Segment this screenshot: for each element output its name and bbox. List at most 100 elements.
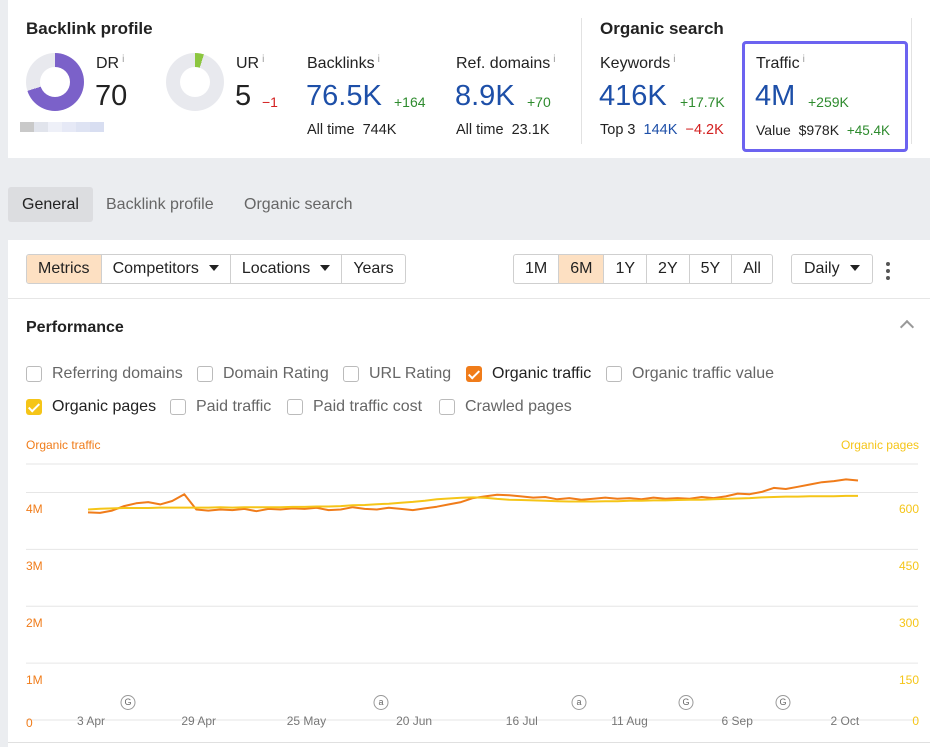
- right-axis-tick: 600: [898, 502, 919, 517]
- checkbox-icon: [606, 366, 622, 382]
- traffic-value-amount: Value $978K +45.4K: [756, 122, 890, 138]
- ref-domains-alltime: All time 23.1K: [456, 122, 550, 138]
- ref-domains-label[interactable]: Ref. domains i: [456, 54, 556, 72]
- section-divider: [911, 18, 912, 144]
- checkbox-crawled-pages[interactable]: Crawled pages: [439, 398, 572, 416]
- ref-domains-delta: +70: [527, 94, 551, 110]
- performance-panel: [8, 240, 930, 747]
- toolbar-divider: [8, 298, 930, 299]
- locations-dropdown[interactable]: Locations: [231, 255, 343, 283]
- range-1m-button[interactable]: 1M: [514, 255, 560, 283]
- range-5y-button[interactable]: 5Y: [690, 255, 733, 283]
- left-axis-tick: 3M: [26, 559, 43, 574]
- traffic-delta: +259K: [808, 94, 849, 110]
- ur-delta: −1: [262, 94, 278, 110]
- competitors-dropdown[interactable]: Competitors: [102, 255, 231, 283]
- left-axis-tick: 2M: [26, 616, 43, 631]
- ref-domains-value[interactable]: 8.9K: [455, 80, 515, 112]
- checkbox-icon: [170, 399, 186, 415]
- range-1y-button[interactable]: 1Y: [604, 255, 648, 283]
- range-all-button[interactable]: All: [743, 260, 761, 277]
- google-update-icon[interactable]: G: [678, 695, 694, 710]
- traffic-value[interactable]: 4M: [755, 80, 796, 112]
- checkbox-paid-traffic-cost[interactable]: Paid traffic cost: [287, 398, 422, 416]
- panel-bottom-divider: [8, 742, 930, 743]
- dr-value: 70: [95, 80, 128, 112]
- google-update-icon[interactable]: G: [775, 695, 791, 710]
- x-axis-tick: 25 May: [286, 714, 327, 728]
- checkbox-url-rating[interactable]: URL Rating: [343, 365, 451, 383]
- keywords-top3: Top 3 144K −4.2K: [600, 122, 724, 138]
- checkbox-paid-traffic[interactable]: Paid traffic: [170, 398, 271, 416]
- x-axis-tick: 6 Sep: [721, 714, 753, 728]
- checkbox-icon: [26, 366, 42, 382]
- x-axis-tick: 20 Jun: [396, 714, 433, 728]
- checkbox-organic-traffic-value[interactable]: Organic traffic value: [606, 365, 774, 383]
- checkbox-referring-domains[interactable]: Referring domains: [26, 365, 183, 383]
- backlink-profile-title: Backlink profile: [26, 19, 153, 38]
- checkbox-organic-pages[interactable]: Organic pages: [26, 398, 156, 416]
- keywords-label[interactable]: Keywords i: [600, 54, 676, 72]
- dr-donut-chart: [26, 53, 84, 111]
- backlinks-delta: +164: [394, 94, 426, 110]
- backlinks-value[interactable]: 76.5K: [306, 80, 382, 112]
- traffic-highlight-box: [742, 41, 908, 152]
- view-toggle-group: Metrics Competitors Locations Years: [26, 254, 406, 284]
- ur-value: 5: [235, 80, 252, 112]
- dr-history-bars: [20, 122, 104, 132]
- more-options-icon[interactable]: [886, 262, 890, 283]
- left-axis-tick: 4M: [26, 502, 43, 517]
- organic-pages-line[interactable]: [87, 494, 858, 511]
- x-axis-tick: 2 Oct: [830, 714, 860, 728]
- info-icon[interactable]: i: [673, 54, 676, 65]
- checkbox-checked-icon: [26, 399, 42, 415]
- checkbox-icon: [197, 366, 213, 382]
- annotation-icon[interactable]: a: [373, 695, 389, 710]
- info-icon[interactable]: i: [377, 54, 380, 65]
- tab-organic-search[interactable]: Organic search: [244, 196, 353, 213]
- info-icon[interactable]: i: [262, 54, 265, 65]
- tab-backlink-profile[interactable]: Backlink profile: [106, 196, 214, 213]
- backlinks-label[interactable]: Backlinks i: [307, 54, 380, 72]
- checkbox-checked-icon: [466, 366, 482, 382]
- section-divider: [581, 18, 582, 144]
- summary-card: [8, 0, 930, 158]
- keywords-value[interactable]: 416K: [599, 80, 667, 112]
- checkbox-domain-rating[interactable]: Domain Rating: [197, 365, 329, 383]
- backlinks-alltime: All time 744K: [307, 122, 397, 138]
- info-icon[interactable]: i: [122, 54, 125, 65]
- annotation-icon[interactable]: a: [571, 695, 587, 710]
- x-axis-tick: 11 Aug: [611, 714, 648, 728]
- chevron-down-icon: [849, 265, 860, 271]
- right-axis-tick: 300: [898, 616, 919, 631]
- google-update-icon[interactable]: G: [120, 695, 136, 710]
- years-button[interactable]: Years: [353, 260, 394, 277]
- dr-label[interactable]: DR i: [96, 54, 125, 72]
- x-axis-tick: 29 Apr: [181, 714, 217, 728]
- info-icon[interactable]: i: [553, 54, 556, 65]
- range-toggle-group: 1M 6M 1Y 2Y 5Y All: [513, 254, 773, 284]
- ur-donut-chart: [166, 53, 224, 111]
- right-axis-tick: 150: [898, 673, 919, 688]
- info-icon[interactable]: i: [802, 54, 805, 65]
- organic-search-title: Organic search: [600, 19, 724, 38]
- right-axis-title: Organic pages: [840, 438, 919, 452]
- checkbox-icon: [343, 366, 359, 382]
- traffic-label[interactable]: Traffic i: [756, 54, 805, 72]
- range-6m-button[interactable]: 6M: [559, 255, 605, 283]
- metrics-button[interactable]: Metrics: [27, 255, 102, 283]
- left-axis-tick: 0: [26, 716, 33, 730]
- x-axis-tick: 16 Jul: [505, 714, 538, 728]
- chevron-down-icon: [208, 265, 219, 271]
- chevron-down-icon: [320, 265, 331, 271]
- performance-title: Performance: [26, 319, 124, 336]
- checkbox-organic-traffic[interactable]: Organic traffic: [466, 365, 591, 383]
- right-axis-tick: 0: [912, 714, 919, 728]
- tab-general[interactable]: General: [8, 187, 93, 222]
- interval-dropdown[interactable]: Daily: [791, 254, 873, 284]
- x-axis-tick: 3 Apr: [76, 714, 106, 728]
- ur-label[interactable]: UR i: [236, 54, 265, 72]
- checkbox-icon: [439, 399, 455, 415]
- range-2y-button[interactable]: 2Y: [647, 255, 690, 283]
- keywords-delta: +17.7K: [680, 94, 725, 110]
